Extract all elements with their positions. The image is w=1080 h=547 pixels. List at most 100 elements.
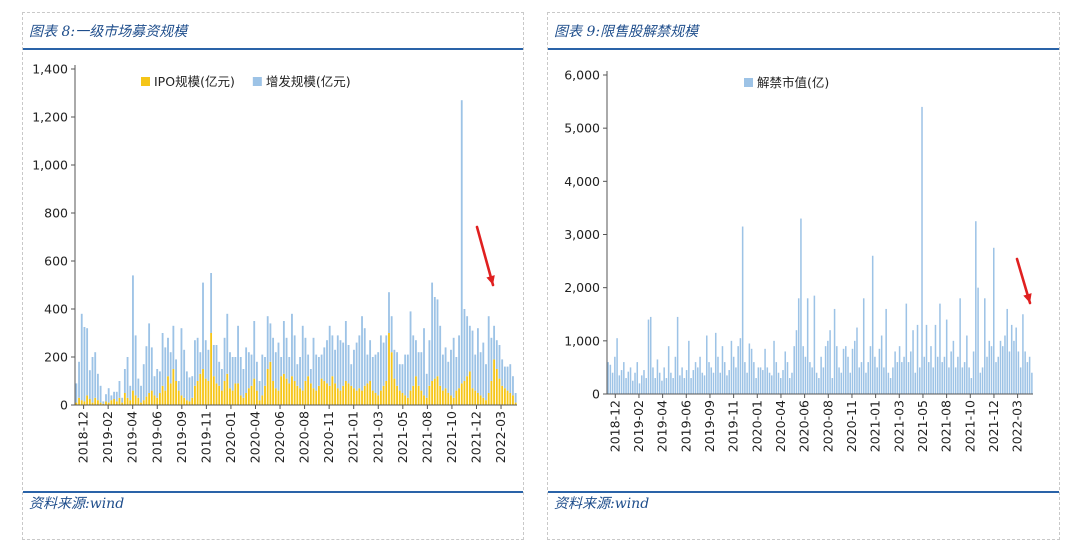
bar-s1-131 <box>428 340 431 386</box>
bar-s0-152 <box>948 367 950 394</box>
bar-s0-173 <box>995 362 997 394</box>
bar-s0-41 <box>185 400 188 405</box>
bar-s0-89 <box>806 298 809 394</box>
bar-s0-154 <box>952 340 955 394</box>
x-tick-label: 2020-01 <box>749 400 764 452</box>
series-0-bars <box>75 333 517 405</box>
x-tick-label: 2021-10 <box>444 411 459 463</box>
bar-s0-133 <box>905 303 908 394</box>
bar-s0-143 <box>460 383 463 405</box>
bar-s0-78 <box>782 370 784 394</box>
bar-s1-141 <box>455 357 458 391</box>
bar-s1-1 <box>78 361 80 398</box>
y-tick-label: 200 <box>44 350 68 365</box>
bar-s0-134 <box>907 362 910 394</box>
bar-s1-47 <box>202 282 204 369</box>
bar-s0-131 <box>428 385 431 405</box>
bar-s0-79 <box>288 383 291 405</box>
bar-s0-136 <box>441 390 444 405</box>
x-tick-label: 2020-08 <box>297 411 312 463</box>
bar-s0-82 <box>296 385 299 405</box>
bar-s1-38 <box>177 381 180 391</box>
bar-s0-165 <box>977 287 979 394</box>
y-tick-label: 600 <box>44 254 68 269</box>
bar-s1-31 <box>158 371 161 393</box>
bar-s1-43 <box>191 376 194 398</box>
bar-s0-88 <box>312 388 315 405</box>
bar-s0-86 <box>307 376 310 405</box>
bar-s0-28 <box>670 372 672 394</box>
bar-s1-112 <box>377 352 380 396</box>
bar-s1-147 <box>471 330 474 389</box>
bar-s0-135 <box>910 351 912 394</box>
x-tick-label: 2020-06 <box>272 411 287 463</box>
bar-s1-157 <box>498 345 501 379</box>
bar-s1-118 <box>393 349 396 379</box>
bar-s0-101 <box>833 308 836 394</box>
bar-s0-159 <box>503 388 506 405</box>
bar-s0-56 <box>732 356 735 394</box>
bar-s1-71 <box>266 316 269 369</box>
bar-s0-158 <box>961 367 964 394</box>
bar-s0-109 <box>851 348 854 394</box>
bar-s0-132 <box>431 381 434 405</box>
bar-s0-21 <box>132 390 134 405</box>
bar-s0-87 <box>802 346 804 394</box>
bar-s0-181 <box>1013 340 1015 394</box>
legend-label-1: 增发规模(亿元) <box>266 74 351 89</box>
bar-s0-66 <box>253 378 256 405</box>
x-tick-label: 2018-12 <box>76 411 91 463</box>
bar-s0-19 <box>649 316 652 394</box>
bar-s1-42 <box>188 377 191 402</box>
bar-s0-73 <box>771 375 773 394</box>
bar-s1-82 <box>296 364 299 386</box>
x-tick-label: 2018-12 <box>607 400 622 452</box>
bar-s0-14 <box>638 383 641 394</box>
bar-s0-75 <box>277 390 280 405</box>
bar-s0-106 <box>845 346 847 394</box>
bar-s1-140 <box>452 337 455 398</box>
bar-s0-8 <box>96 400 99 405</box>
bar-s0-148 <box>474 390 477 405</box>
bar-s1-101 <box>347 345 350 384</box>
bar-s0-145 <box>466 376 469 405</box>
bar-s0-120 <box>876 367 878 394</box>
bar-s0-94 <box>818 378 820 394</box>
bar-s0-47 <box>712 372 715 394</box>
bar-s0-140 <box>452 397 455 405</box>
bar-s1-90 <box>317 357 320 386</box>
bar-s0-163 <box>972 351 975 394</box>
bar-s1-79 <box>288 357 291 384</box>
bar-s0-49 <box>207 381 210 405</box>
bar-s0-145 <box>932 367 934 394</box>
bar-s0-29 <box>153 395 156 405</box>
bar-s0-187 <box>1026 362 1029 394</box>
bar-s0-133 <box>433 378 436 405</box>
bar-s0-31 <box>158 393 161 405</box>
bar-s0-120 <box>398 390 401 405</box>
bar-s1-37 <box>175 359 177 381</box>
bar-s1-100 <box>344 321 347 381</box>
bar-s0-160 <box>966 335 968 394</box>
bar-s0-119 <box>874 356 876 394</box>
bar-s1-66 <box>253 321 256 379</box>
bar-s0-2 <box>611 372 614 394</box>
bar-s1-84 <box>301 325 304 391</box>
bar-s0-83 <box>793 346 795 394</box>
bar-s0-150 <box>479 395 482 405</box>
bar-s1-125 <box>412 335 415 386</box>
bar-s0-143 <box>927 362 930 394</box>
bar-s0-116 <box>867 362 869 394</box>
bar-s1-96 <box>334 349 336 384</box>
bar-s0-81 <box>788 378 791 394</box>
bar-s1-34 <box>167 337 169 377</box>
bar-s1-4 <box>86 328 89 396</box>
bar-s0-83 <box>299 388 301 405</box>
bar-s0-95 <box>331 376 334 405</box>
bar-s1-158 <box>501 359 504 386</box>
left-source-note: 资料来源:wind <box>29 496 125 512</box>
bar-s0-11 <box>632 380 634 394</box>
x-tick-label: 2019-06 <box>678 400 693 452</box>
x-tick-label: 2020-04 <box>773 400 788 452</box>
bar-s0-18 <box>647 319 650 394</box>
